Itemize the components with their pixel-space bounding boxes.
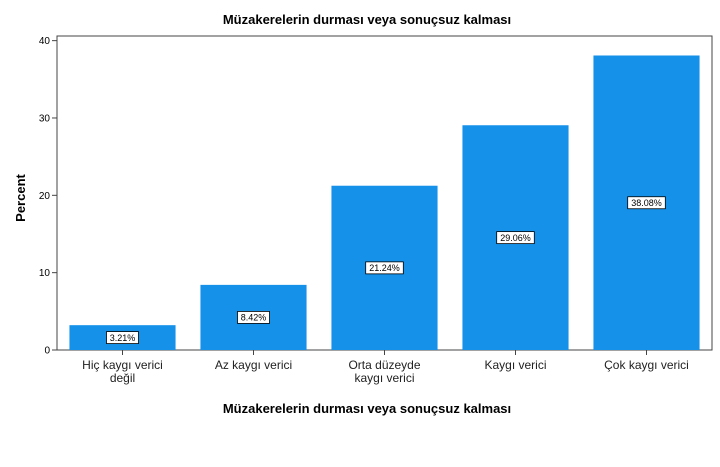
x-tick-label: Orta düzeyde [348, 358, 420, 372]
y-tick-label: 10 [39, 268, 51, 279]
data-label-box [365, 261, 404, 275]
y-tick-label: 40 [39, 36, 51, 47]
chart-title: Müzakerelerin durması veya sonuçsuz kalm… [223, 12, 511, 27]
data-label: 38.08% [631, 198, 662, 208]
data-label: 21.24% [369, 263, 400, 273]
y-tick-label: 20 [39, 191, 51, 202]
data-label: 29.06% [500, 233, 531, 243]
data-label: 8.42% [241, 313, 267, 323]
data-label-box [496, 231, 535, 245]
y-tick-label: 30 [39, 113, 51, 124]
x-tick-label: Çok kaygı verici [604, 358, 689, 372]
y-tick-label: 0 [44, 346, 50, 357]
x-tick-label: kaygı verici [354, 371, 414, 385]
x-tick-label: Az kaygı verici [215, 358, 292, 372]
data-label-box [627, 196, 666, 210]
data-label-box [106, 331, 139, 344]
x-tick-label: Kaygı verici [484, 358, 546, 372]
y-axis-title: Percent [13, 173, 28, 221]
data-label: 3.21% [110, 333, 136, 343]
x-tick-label: değil [110, 371, 135, 385]
x-tick-label: Hiç kaygı verici [82, 358, 163, 372]
x-axis-title: Müzakerelerin durması veya sonuçsuz kalm… [223, 401, 511, 416]
data-label-box [237, 311, 270, 324]
